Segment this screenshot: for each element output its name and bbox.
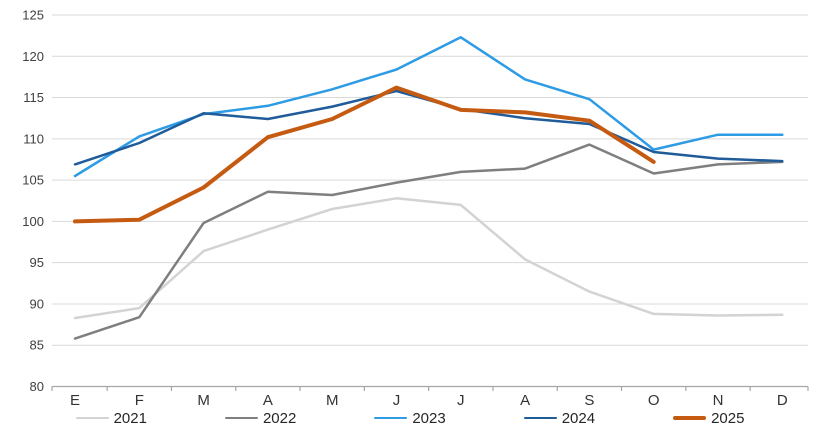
legend-label-2024: 2024 [561, 409, 596, 427]
x-axis-tick-label: J [457, 392, 465, 409]
series-line-2024 [73, 89, 784, 166]
legend-item-2025: 2025 [673, 410, 744, 427]
legend-item-2022: 2022 [224, 409, 297, 427]
legend-label-2025: 2025 [711, 409, 745, 427]
y-axis-tick-label: 110 [23, 131, 44, 146]
legend-label-2022: 2022 [262, 409, 297, 427]
x-axis-tick-label: M [326, 392, 339, 409]
x-axis-tick-label: O [648, 392, 660, 409]
y-axis-tick-label: 85 [30, 338, 44, 353]
x-axis-tick-label: D [777, 392, 788, 409]
series-line-2025 [73, 85, 656, 224]
y-axis-tick-label: 100 [22, 214, 44, 229]
y-axis-tick-label: 80 [30, 379, 44, 394]
y-axis-tick-label: 125 [22, 8, 44, 23]
x-axis-tick-label: F [135, 392, 144, 409]
y-axis-tick-label: 95 [30, 255, 44, 270]
x-axis-tick-label: A [263, 392, 273, 409]
series-line-2022 [73, 143, 784, 340]
x-axis-tick-label: J [393, 392, 401, 409]
x-axis-tick-label: A [520, 392, 530, 409]
legend-item-2023: 2023 [374, 409, 446, 427]
legend-swatch-2025 [673, 416, 707, 420]
y-axis-tick-label: 120 [22, 49, 44, 64]
y-axis-tick-label: 115 [23, 90, 44, 105]
x-axis-tick-label: S [584, 392, 594, 409]
y-axis-tick-label: 90 [30, 296, 44, 311]
legend-swatch-2023 [374, 416, 408, 420]
legend-swatch-2024 [523, 416, 557, 420]
x-axis-tick-label: N [713, 392, 724, 409]
x-axis-tick-label: E [70, 392, 80, 409]
legend-swatch-2022 [224, 416, 258, 420]
series-line-2021 [73, 197, 784, 320]
x-axis-tick-label: M [197, 392, 210, 409]
legend-label-2023: 2023 [412, 409, 446, 427]
chart-legend: 2021 2022 2023 2024 2025 [0, 406, 820, 430]
legend-label-2021: 2021 [113, 409, 147, 427]
legend-swatch-2021 [75, 416, 109, 420]
legend-item-2021: 2021 [75, 409, 147, 427]
y-axis-tick-label: 105 [22, 173, 44, 188]
legend-item-2024: 2024 [523, 409, 596, 427]
